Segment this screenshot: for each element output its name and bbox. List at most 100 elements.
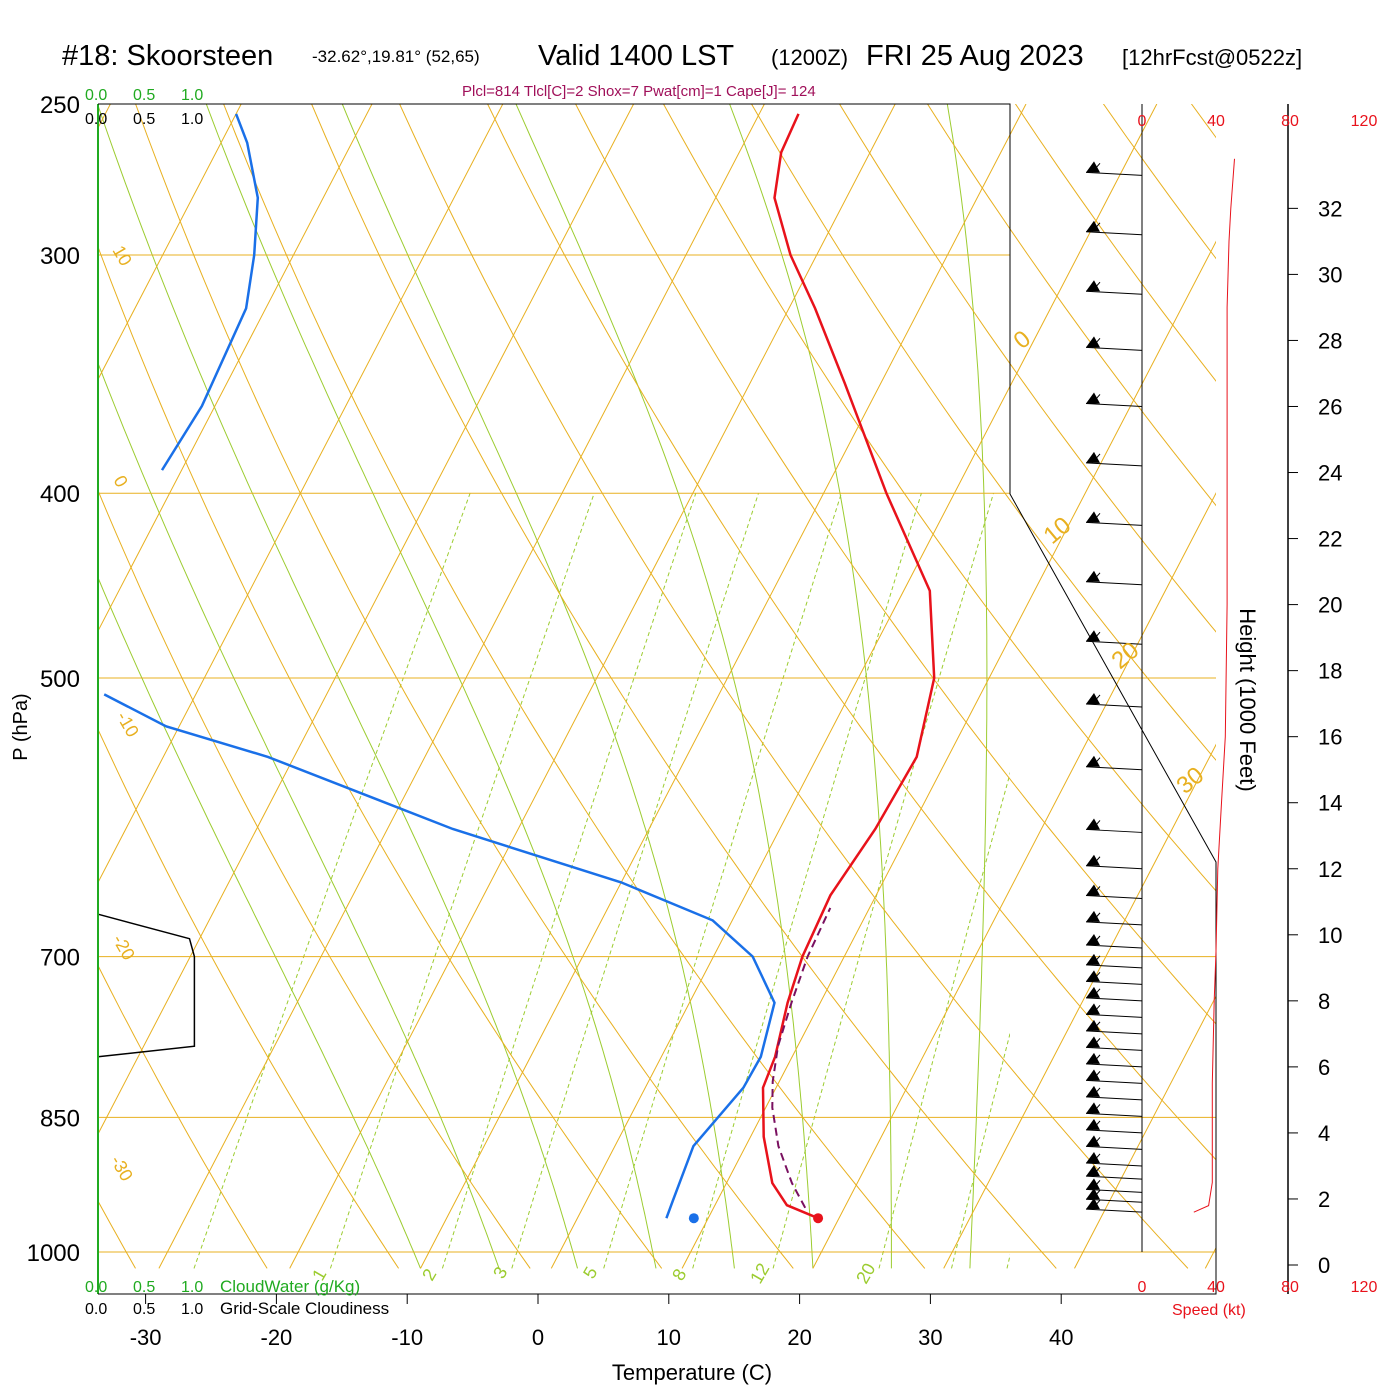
moist-adiabat-line [98,361,500,1269]
cloudwater-tick-label: 0.5 [133,87,155,104]
dry-adiabat-label: 10 [1039,512,1077,550]
speed-tick-label: 0 [1138,1279,1147,1296]
dry-adiabat-line [98,964,268,1269]
x-tick-label: 0 [532,1325,544,1350]
wind-barb-flag [1086,1165,1100,1177]
wind-barb-shaft [1085,1208,1143,1213]
wind-barb-feather [1091,820,1101,830]
wind-barb-flag [1086,280,1100,292]
wind-barb-shaft [1085,1175,1143,1180]
speed-tick-label: 80 [1281,1279,1299,1296]
x-tick-label: 10 [657,1325,681,1350]
dry-adiabat-line [399,104,1189,1269]
wind-barb-shaft [1085,828,1143,833]
wind-barb-feather [1091,1189,1101,1200]
height-tick-label: 20 [1318,593,1342,618]
mixing-ratio-line [511,493,759,1269]
wind-barb-flag [1086,511,1100,523]
stability-indices: Plcl=814 Tlcl[C]=2 Shox=7 Pwat[cm]=1 Cap… [462,83,816,100]
height-tick-label: 24 [1318,461,1342,486]
wind-barb [1085,934,1143,949]
x-tick-label: -20 [261,1325,293,1350]
wind-barb-flag [1086,1102,1100,1114]
wind-barb-feather [1091,971,1101,982]
wind-barb [1085,910,1143,926]
wind-barb [1085,220,1143,236]
wind-barb-feather [1091,912,1101,923]
wind-barb-flag [1086,336,1100,348]
wind-barb [1085,953,1143,969]
wind-barb-flag [1086,1135,1100,1147]
isotherm-line [98,104,635,1136]
dry-adiabat-label: 30 [1172,762,1210,800]
moist-adiabat-line [946,104,988,1269]
wind-barb-shaft [1085,346,1143,351]
mixing-ratio-label: 2 [418,1265,440,1284]
height-tick-label: 30 [1318,262,1342,287]
wind-barb [1085,1151,1143,1167]
height-tick-label: 22 [1318,527,1342,552]
pressure-tick-label: 300 [40,243,80,270]
wind-barb-flag [1086,818,1100,830]
background-lines [98,103,1400,1269]
wind-barb [1085,1165,1143,1180]
mixing-ratio-line [878,771,1010,1269]
mixing-ratio-label: 12 [746,1260,773,1287]
wind-barb-flag [1086,1178,1100,1190]
wind-barb-shaft [1085,1162,1143,1167]
surface-temperature-dot [813,1213,824,1224]
cloudiness-tick-label: 0.5 [133,111,155,128]
mixing-ratio-line [441,493,697,1269]
wind-barb-shaft [1085,997,1143,1002]
wind-barb-feather [1091,1054,1101,1065]
wind-barb-shaft [1085,640,1143,645]
isotherm-line [1204,1246,1216,1269]
cloudwater-tick-label: 0.0 [85,87,107,104]
isotherm-line [812,492,1216,1269]
wind-barb-feather [1091,163,1101,173]
height-tick-label: 6 [1318,1055,1330,1080]
wind-barb-shaft [1085,581,1143,586]
cloudiness-label: Grid-Scale Cloudiness [220,1299,389,1318]
wind-barb [1085,1085,1143,1101]
wind-barb-feather [1091,281,1101,292]
dry-adiabat-label: 0 [110,472,132,491]
height-axis-label: Height (1000 Feet) [1235,608,1260,791]
moist-adiabat-line [729,104,892,1269]
dry-adiabat-line [575,104,1216,1025]
mixing-ratio-label: 8 [668,1265,690,1284]
speed-tick-label: 120 [1351,113,1378,130]
x-tick-label: 20 [787,1325,811,1350]
height-tick-label: 4 [1318,1121,1330,1146]
wind-barb-flag [1086,1036,1100,1048]
dry-adiabat-line [98,489,531,1269]
wind-barb [1085,1069,1143,1084]
temperature-profile [761,113,936,1220]
height-tick-label: 8 [1318,989,1330,1014]
utc-time: (1200Z) [771,45,849,70]
valid-date: FRI 25 Aug 2023 [866,40,1084,72]
wind-barb-feather [1091,988,1101,999]
cloudiness-profile [97,913,196,1058]
wind-barb-shaft [1085,1198,1143,1203]
isotherm-line [1336,104,1400,1268]
isotherm-line [943,743,1216,1269]
wind-barb-feather [1091,694,1101,705]
wind-barb [1085,755,1143,771]
wind-barb [1085,986,1143,1002]
wind-barb-shaft [1085,1063,1143,1068]
isotherm-line [420,104,1027,1269]
pressure-tick-label: 700 [40,945,80,972]
moist-adiabat-line [1048,104,1124,1268]
lower-plot-clip [98,104,1400,1269]
pressure-tick-label: 250 [40,92,80,119]
mixing-ratio-label: 5 [579,1263,601,1282]
wind-speed-profile [1193,158,1235,1213]
dewpoint-profile [103,693,776,1219]
dewpoint-clip [103,113,776,1219]
profiles [97,113,936,1224]
wind-barb-shaft [1085,1188,1143,1193]
wind-barb-shaft [1085,1145,1143,1150]
wind-barb [1085,392,1143,407]
wind-barb [1085,1178,1143,1193]
